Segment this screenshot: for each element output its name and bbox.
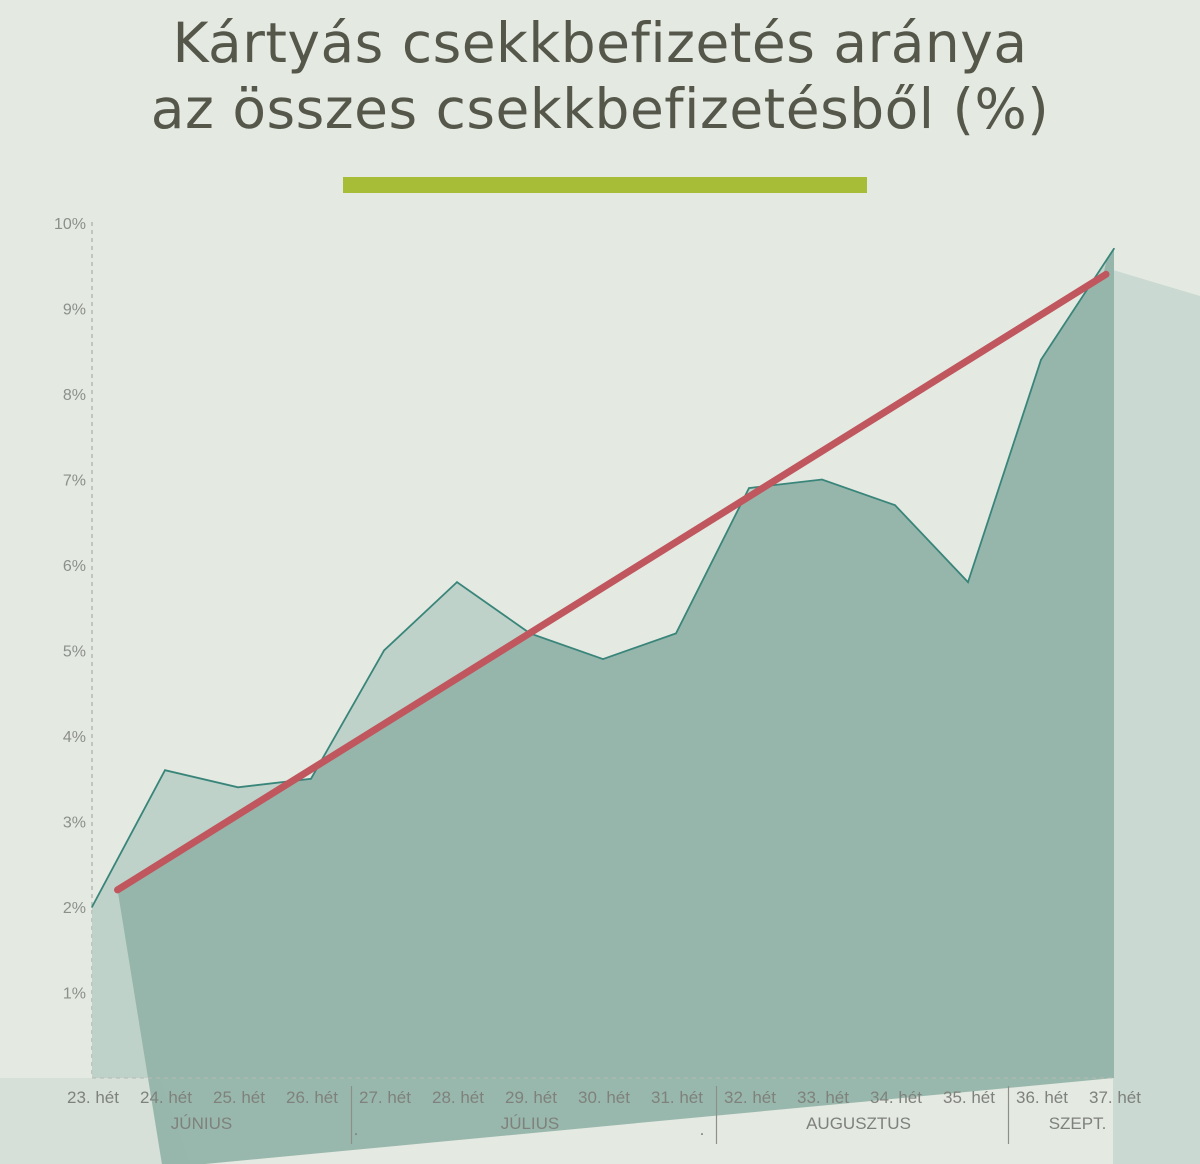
chart-title: Kártyás csekkbefizetés aránya az összes …: [0, 10, 1200, 142]
below-trend-area-fill: [117, 248, 1114, 1164]
x-tick-label: 25. hét: [213, 1088, 265, 1107]
chart-areas: [91, 247, 1115, 1164]
x-tick-label: 33. hét: [797, 1088, 849, 1107]
data-point: [383, 649, 385, 652]
data-point: [1040, 359, 1042, 361]
data-point: [237, 786, 239, 789]
y-tick-label: 4%: [63, 729, 86, 746]
data-point: [310, 777, 312, 780]
month-label: SZEPT.: [1049, 1114, 1107, 1133]
x-tick-label: 28. hét: [432, 1088, 484, 1107]
y-tick-label: 5%: [63, 644, 86, 661]
y-tick-label: 1%: [63, 986, 86, 1003]
x-tick-label: 37. hét: [1089, 1088, 1141, 1107]
month-labels: JÚNIUS JÚLIUS AUGUSZTUS SZEPT...: [171, 1086, 1107, 1144]
month-dot: .: [354, 1120, 359, 1139]
background-shape-right: [1113, 270, 1200, 1164]
x-axis: 23. hét 24. hét 25. hét 26. hét 27. hét 28. h…: [67, 1077, 1141, 1107]
month-label: AUGUSZTUS: [806, 1114, 911, 1133]
background-shapes: [0, 270, 1200, 1164]
x-tick-label: 36. hét: [1016, 1088, 1068, 1107]
y-tick-label: 6%: [63, 558, 86, 575]
month-label: JÚLIUS: [501, 1114, 560, 1133]
y-axis: 1% 2% 3% 4% 5% 6% 7% 8% 9% 10%: [54, 216, 93, 1078]
y-tick-label: 2%: [63, 900, 86, 917]
title-line-1: Kártyás csekkbefizetés aránya: [172, 11, 1028, 75]
month-dot: .: [700, 1120, 705, 1139]
x-tick-label: 35. hét: [943, 1088, 995, 1107]
background-shape-left: [0, 1078, 190, 1164]
x-tick-label: 30. hét: [578, 1088, 630, 1107]
x-tick-label: 23. hét: [67, 1088, 119, 1107]
y-tick-label: 3%: [63, 815, 86, 832]
data-point: [602, 658, 604, 660]
x-tick-label: 29. hét: [505, 1088, 557, 1107]
data-point: [1113, 247, 1115, 250]
x-tick-label: 34. hét: [870, 1088, 922, 1107]
data-point: [456, 581, 458, 583]
title-line-2: az összes csekkbefizetésből (%): [150, 77, 1050, 141]
y-tick-label: 8%: [63, 387, 86, 404]
title-underline-bar: [343, 177, 867, 193]
y-tick-label: 10%: [54, 216, 86, 233]
y-tick-label: 9%: [63, 302, 86, 319]
trend-line: [114, 270, 1110, 894]
data-point: [91, 906, 93, 908]
x-tick-label: 31. hét: [651, 1088, 703, 1107]
data-point: [821, 478, 823, 481]
data-point: [748, 487, 750, 489]
x-tick-label: 26. hét: [286, 1088, 338, 1107]
x-tick-label: 32. hét: [724, 1088, 776, 1107]
data-point: [967, 581, 969, 583]
data-point: [164, 769, 166, 771]
x-tick-label: 24. hét: [140, 1088, 192, 1107]
data-point: [894, 504, 896, 506]
month-label: JÚNIUS: [171, 1114, 232, 1133]
y-tick-label: 7%: [63, 473, 86, 490]
data-point: [675, 632, 677, 635]
x-tick-label: 27. hét: [359, 1088, 411, 1107]
